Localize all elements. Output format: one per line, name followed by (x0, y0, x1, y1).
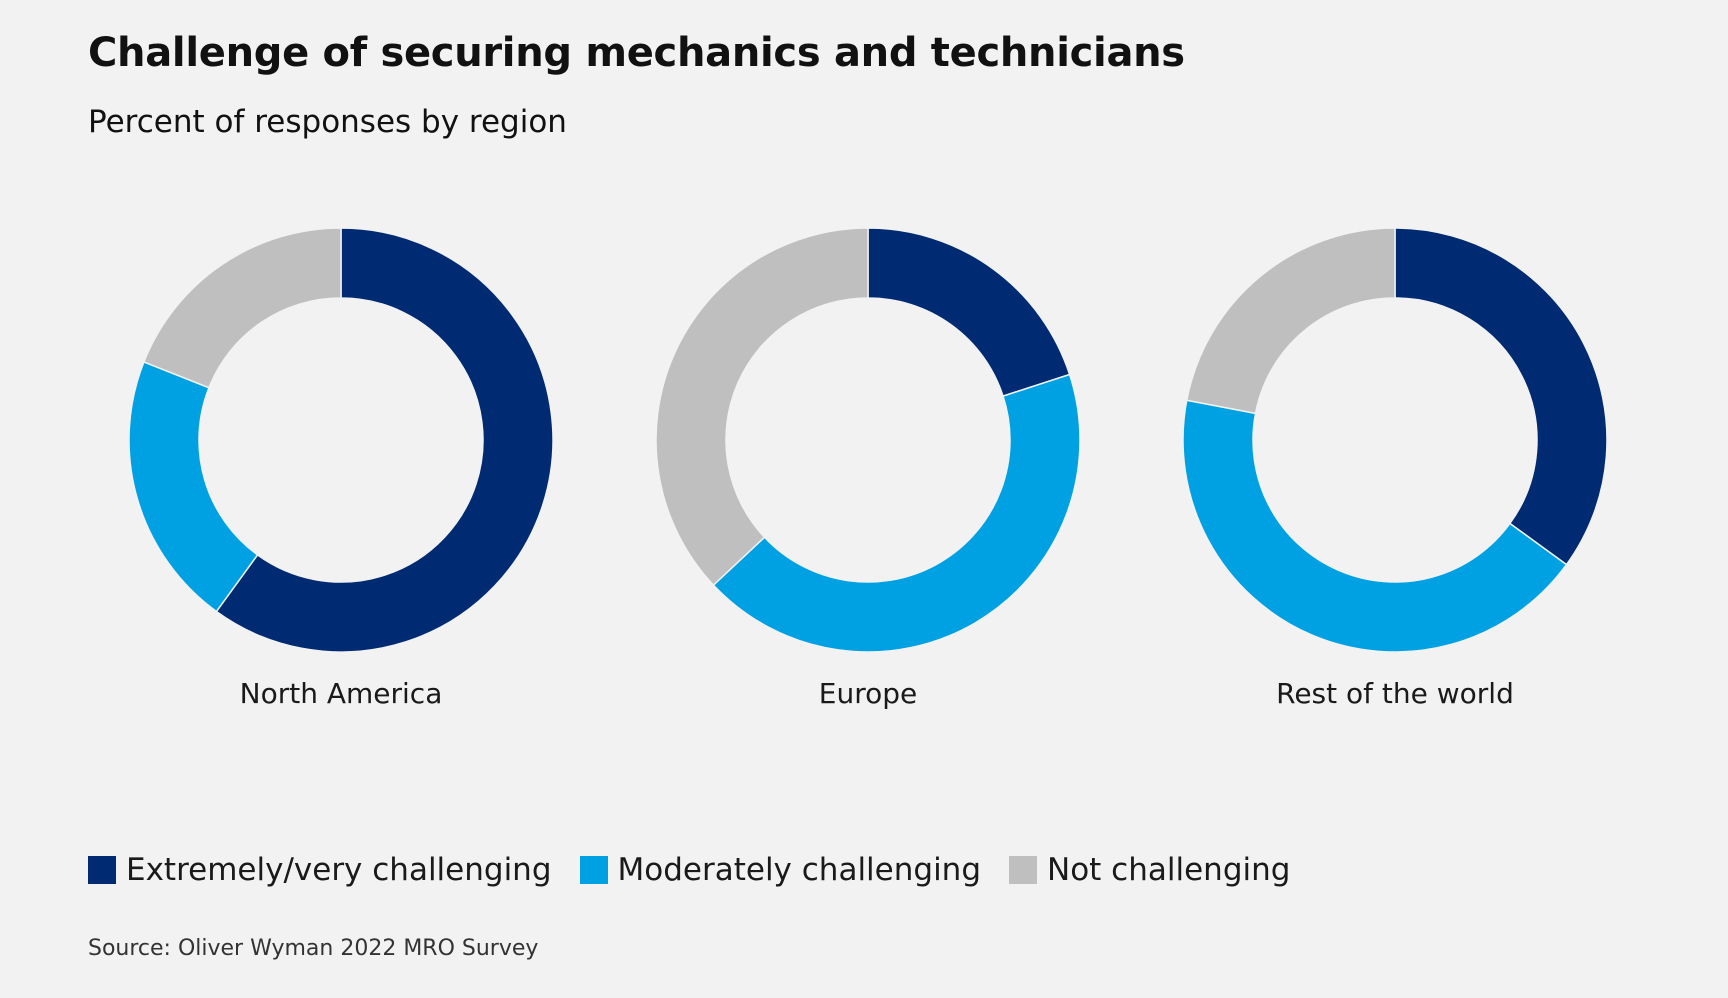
region-label-north-america: North America (240, 677, 443, 710)
donut-slice-north-america-not (142, 227, 342, 389)
legend-swatch-extremely (88, 856, 116, 884)
donut-slice-rest-of-the-world-moderately (1182, 399, 1568, 653)
legend: Extremely/very challenging Moderately ch… (88, 852, 1318, 888)
source-note: Source: Oliver Wyman 2022 MRO Survey (88, 936, 539, 961)
donut-slice-rest-of-the-world-extremely (1394, 227, 1608, 566)
donut-slice-europe-extremely (867, 227, 1071, 398)
donut-slice-europe-moderately (712, 373, 1081, 653)
donut-slice-europe-not (655, 227, 869, 587)
legend-label-not: Not challenging (1047, 852, 1291, 888)
legend-item-extremely: Extremely/very challenging (88, 852, 552, 888)
legend-item-moderately: Moderately challenging (579, 852, 982, 888)
legend-label-extremely: Extremely/very challenging (126, 852, 552, 888)
chart-title: Challenge of securing mechanics and tech… (88, 30, 1185, 76)
legend-swatch-not (1009, 856, 1038, 884)
donut-slice-rest-of-the-world-not (1185, 227, 1396, 415)
region-label-rest-of-the-world: Rest of the world (1276, 677, 1514, 710)
legend-label-moderately: Moderately challenging (617, 852, 982, 888)
chart-subtitle: Percent of responses by region (88, 104, 567, 140)
legend-item-not: Not challenging (1009, 852, 1290, 888)
donut-slice-north-america-moderately (128, 360, 259, 613)
donut-slice-north-america-extremely (215, 227, 554, 653)
region-label-europe: Europe (819, 677, 917, 710)
legend-swatch-moderately (579, 856, 608, 884)
